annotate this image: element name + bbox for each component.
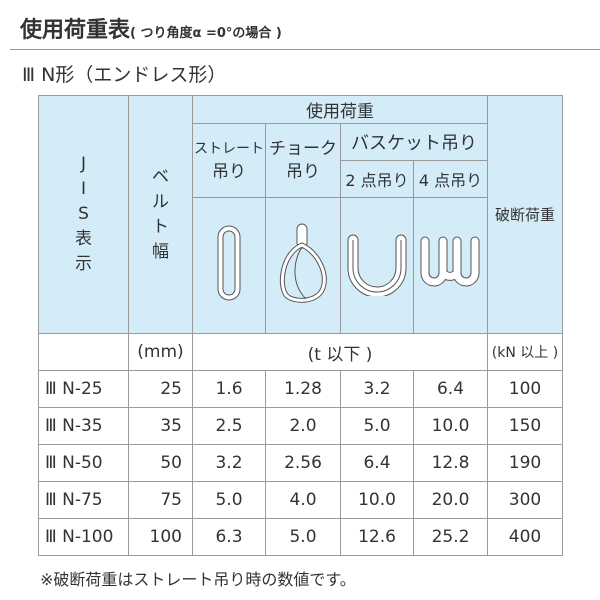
- page-title: 使用荷重表( つり角度α =0°の場合 ): [20, 12, 282, 44]
- belt-header: ベルト幅: [128, 95, 193, 334]
- title-note: ( つり角度α =0°の場合 ): [130, 26, 282, 41]
- choke-sling-icon: [265, 197, 341, 334]
- basket-two-point-icon: [340, 197, 414, 334]
- title-text: 使用荷重表: [20, 18, 131, 43]
- table-row: Ⅲ N-100 100 6.3 5.0 12.6 25.2 400: [38, 518, 563, 556]
- break-header: 破断荷重: [487, 95, 563, 334]
- four-point-header: 4 点吊り: [413, 160, 488, 198]
- unit-belt: (mm): [128, 333, 193, 371]
- divider: [10, 49, 600, 50]
- load-header: 使用荷重: [192, 95, 488, 124]
- two-point-header: 2 点吊り: [340, 160, 414, 198]
- straight-sling-icon: [192, 197, 266, 334]
- basket-header: バスケット吊り: [340, 123, 488, 161]
- choke-header: チョーク 吊り: [265, 123, 341, 198]
- table-row: Ⅲ N-25 25 1.6 1.28 3.2 6.4 100: [38, 370, 563, 408]
- unit-break: (kN 以上 ): [487, 333, 563, 371]
- unit-load: (t 以下 ): [192, 333, 488, 371]
- subtitle: Ⅲ N形（エンドレス形）: [22, 64, 227, 86]
- footnote: ※破断荷重はストレート吊り時の数値です。: [40, 570, 356, 589]
- table-row: Ⅲ N-75 75 5.0 4.0 10.0 20.0 300: [38, 481, 563, 519]
- straight-header: ストレート 吊り: [192, 123, 266, 198]
- table-row: Ⅲ N-50 50 3.2 2.56 6.4 12.8 190: [38, 444, 563, 482]
- unit-jis: [38, 333, 129, 371]
- table-row: Ⅲ N-35 35 2.5 2.0 5.0 10.0 150: [38, 407, 563, 445]
- basket-four-point-icon: [413, 197, 488, 334]
